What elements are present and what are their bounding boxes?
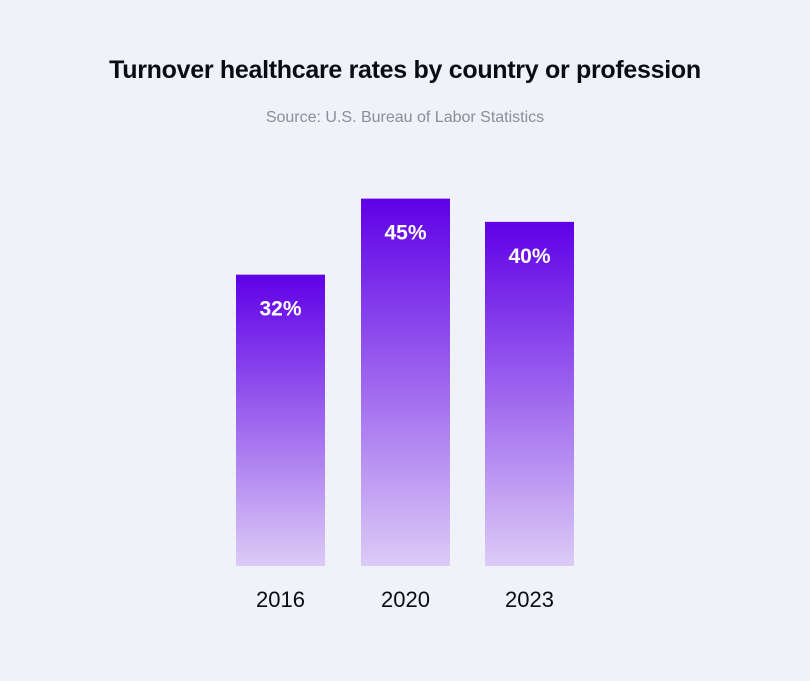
x-tick-label: 2020 [381, 587, 430, 612]
bar-2023 [485, 221, 574, 566]
x-tick-label: 2016 [256, 587, 305, 612]
bar-2016 [236, 274, 325, 566]
data-label: 40% [508, 245, 550, 268]
bar-2020 [361, 198, 450, 566]
data-label: 32% [259, 298, 301, 321]
x-tick-label: 2023 [505, 587, 554, 612]
data-label: 45% [384, 222, 426, 245]
chart-subtitle: Source: U.S. Bureau of Labor Statistics [265, 109, 545, 126]
chart-title: Turnover healthcare rates by country or … [109, 56, 701, 84]
